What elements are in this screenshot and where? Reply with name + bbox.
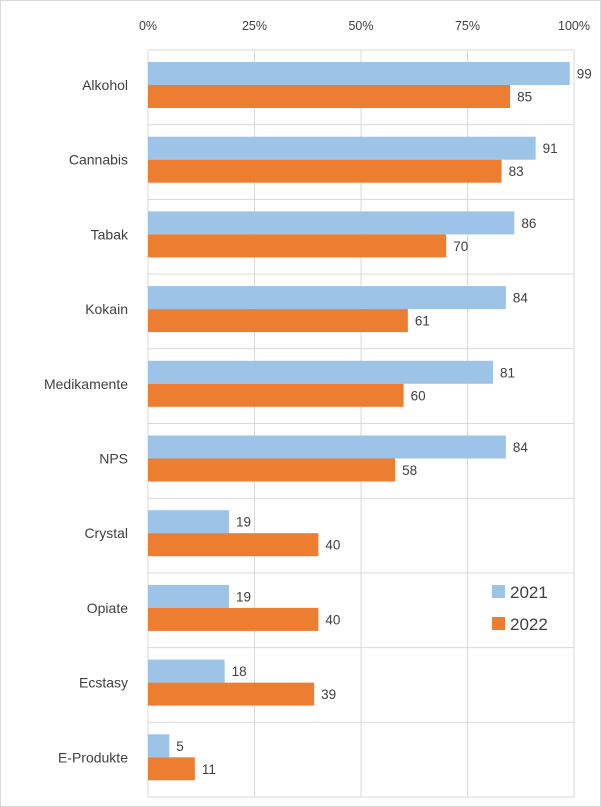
bar-2022: [148, 159, 502, 183]
data-label-2022: 85: [517, 90, 532, 105]
data-label-2021: 84: [513, 440, 529, 455]
category-label: Ecstasy: [79, 675, 128, 691]
bar-2022: [148, 607, 319, 631]
bar-2021: [148, 286, 506, 310]
data-label-2022: 11: [202, 762, 216, 777]
legend-label-2022: 2022: [510, 615, 548, 634]
bar-2022: [148, 85, 511, 108]
bar-2022: [148, 533, 319, 557]
legend-swatch-2022: [492, 617, 505, 630]
category-label: Alkohol: [82, 77, 128, 93]
data-label-2021: 5: [176, 739, 184, 754]
legend-swatch-2021: [492, 585, 505, 598]
bar-2022: [148, 458, 396, 482]
data-label-2021: 91: [543, 141, 558, 156]
x-tick-label: 25%: [242, 19, 267, 33]
category-label: Crystal: [84, 525, 128, 541]
bar-2022: [148, 234, 447, 258]
x-axis-ticks: 0% 25% 50% 75% 100%: [139, 19, 590, 33]
data-label-2022: 70: [453, 239, 468, 254]
bar-2022: [148, 383, 404, 407]
data-label-2022: 83: [509, 164, 524, 179]
data-label-2022: 40: [325, 612, 340, 627]
x-tick-label: 100%: [558, 19, 590, 33]
category-label: Tabak: [91, 226, 129, 242]
legend-label-2021: 2021: [510, 583, 548, 602]
data-label-2022: 60: [411, 388, 426, 403]
bar-2022: [148, 309, 408, 333]
data-label-2021: 84: [513, 291, 529, 306]
data-label-2021: 19: [236, 589, 251, 604]
bar-2021: [148, 659, 225, 683]
bar-2022: [148, 757, 195, 781]
bar-2021: [148, 510, 229, 534]
data-label-2022: 39: [321, 687, 336, 702]
category-labels: Alkohol Cannabis Tabak Kokain Medikamente NPS…: [44, 77, 129, 765]
category-label: Cannabis: [69, 152, 128, 168]
category-label: Opiate: [87, 600, 128, 616]
data-label-2022: 40: [325, 538, 340, 553]
data-label-2022: 58: [402, 463, 417, 478]
bar-2021: [148, 584, 229, 608]
bar-2021: [148, 211, 515, 235]
data-label-2021: 86: [521, 216, 536, 231]
data-label-2021: 19: [236, 515, 251, 530]
category-label: Medikamente: [44, 376, 128, 392]
bar-2021: [148, 136, 536, 160]
data-label-2021: 99: [577, 67, 592, 82]
x-tick-label: 75%: [455, 19, 480, 33]
category-label: Kokain: [85, 301, 128, 317]
data-label-2022: 61: [415, 314, 430, 329]
data-label-2021: 81: [500, 365, 515, 380]
bar-2021: [148, 734, 170, 758]
data-label-2021: 18: [232, 664, 247, 679]
category-label: E-Produkte: [58, 749, 128, 765]
x-tick-label: 50%: [348, 19, 373, 33]
bar-2022: [148, 682, 315, 706]
x-tick-label: 0%: [139, 19, 157, 33]
bars: 99 85 91 83 86 70 84 61 81 60 84 58 19 40 19 40 18 39 5 11: [148, 62, 592, 781]
bar-2021: [148, 360, 494, 384]
bar-2021: [148, 435, 506, 459]
category-label: NPS: [99, 451, 128, 467]
legend: 2021 2022: [492, 583, 548, 634]
bar-2021: [148, 62, 570, 85]
